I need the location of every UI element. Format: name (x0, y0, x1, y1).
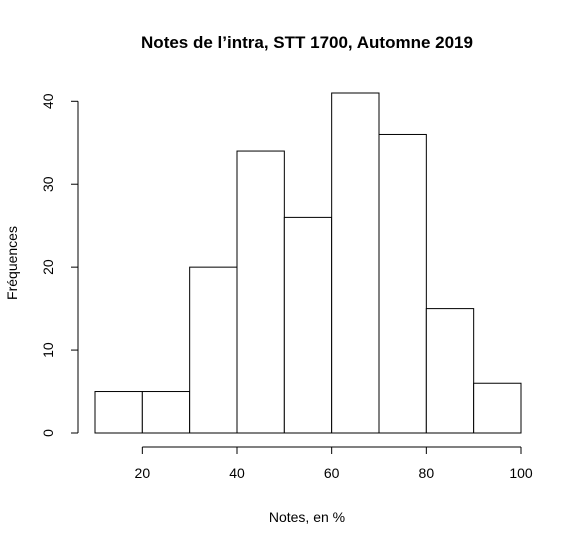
x-tick-label: 60 (324, 465, 340, 481)
histogram-bar (378, 133, 427, 434)
x-tick-label: 40 (229, 465, 245, 481)
y-tick-label: 20 (40, 259, 56, 275)
y-tick-label: 30 (40, 176, 56, 192)
bars-group (94, 92, 522, 434)
y-tick-label: 0 (40, 429, 56, 437)
histogram-bar (473, 382, 522, 434)
x-axis-title: Notes, en % (269, 509, 345, 525)
histogram-bar (94, 391, 143, 434)
histogram-bar (236, 150, 285, 434)
histogram-bar (331, 92, 380, 434)
histogram-bar (425, 308, 475, 434)
y-axis: 0 10 20 30 40 (40, 93, 79, 437)
y-axis-title: Fréquences (4, 226, 20, 300)
x-tick-label: 80 (419, 465, 435, 481)
x-tick-label: 100 (509, 465, 533, 481)
chart-title: Notes de l’intra, STT 1700, Automne 2019 (141, 33, 473, 52)
x-axis: 20 40 60 80 100 (135, 446, 533, 481)
histogram-bar (283, 216, 333, 434)
y-tick-label: 10 (40, 342, 56, 358)
y-tick-label: 40 (40, 93, 56, 109)
histogram-bar (189, 266, 238, 434)
histogram-bar (141, 391, 191, 434)
x-tick-label: 20 (135, 465, 151, 481)
